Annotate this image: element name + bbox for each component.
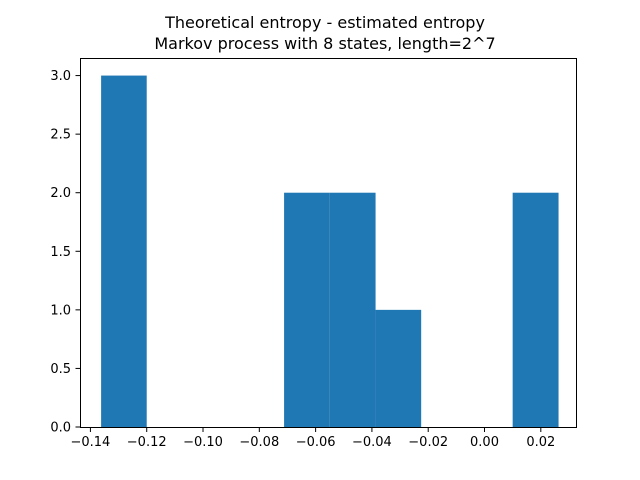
chart-title: Theoretical entropy - estimated entropy [164,13,485,32]
y-tick-label-3: 1.5 [50,245,71,260]
histogram-bar-5 [329,192,376,427]
x-tick-label-2: −0.10 [183,435,223,450]
x-tick-label-7: 0.00 [470,435,499,450]
x-axis-ticks: −0.14 −0.12 −0.10 −0.08 −0.06 −0.04 −0.02 0.00 0… [70,427,555,450]
histogram-bar-0 [101,75,147,428]
histogram-bar-4 [284,192,330,427]
x-tick-label-5: −0.04 [352,435,392,450]
chart-subtitle: Markov process with 8 states, length=2^7 [154,34,495,53]
x-tick-label-1: −0.12 [127,435,167,450]
y-tick-label-1: 0.5 [50,362,71,377]
x-tick-label-3: −0.08 [239,435,279,450]
y-tick-label-0: 0.0 [50,421,71,436]
x-tick-label-8: 0.02 [526,435,555,450]
y-tick-label-2: 1.0 [50,303,71,318]
x-tick-label-4: −0.06 [296,435,336,450]
y-tick-label-4: 2.0 [50,186,71,201]
y-tick-label-5: 2.5 [50,128,71,143]
plot-frame [80,58,577,428]
histogram-bar-6 [375,309,422,427]
y-axis-ticks: 0.0 0.5 1.0 1.5 2.0 2.5 3.0 [50,69,81,436]
y-tick-label-6: 3.0 [50,69,71,84]
bars-group [101,75,559,428]
histogram-bar-9 [512,192,559,427]
x-tick-label-6: −0.02 [408,435,448,450]
x-tick-label-0: −0.14 [70,435,110,450]
